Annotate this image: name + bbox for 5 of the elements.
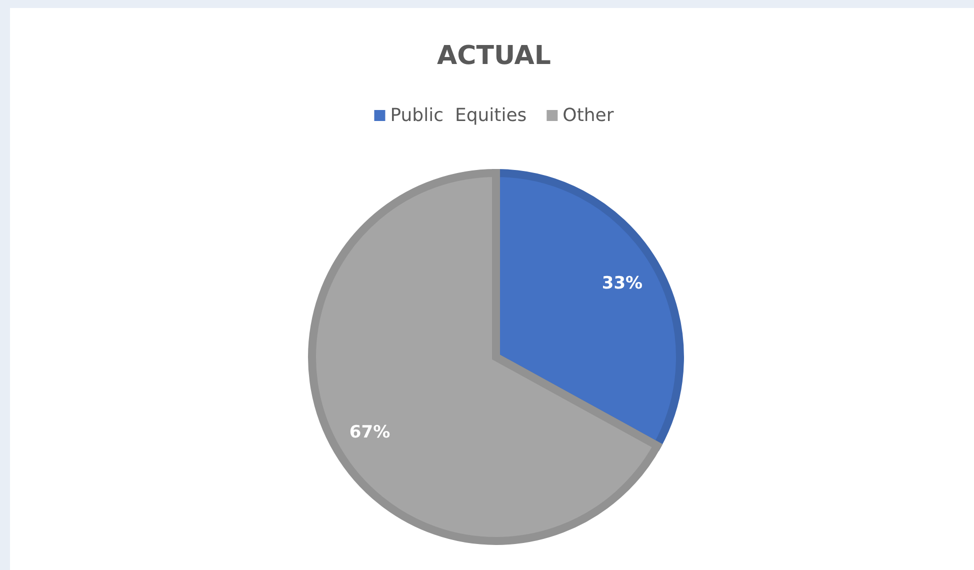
legend-label: Other <box>562 105 614 126</box>
data-label: 67% <box>349 422 390 443</box>
data-label: 33% <box>602 273 643 294</box>
legend-label: Public Equities <box>390 105 527 126</box>
chart-title: ACTUAL <box>437 41 551 71</box>
